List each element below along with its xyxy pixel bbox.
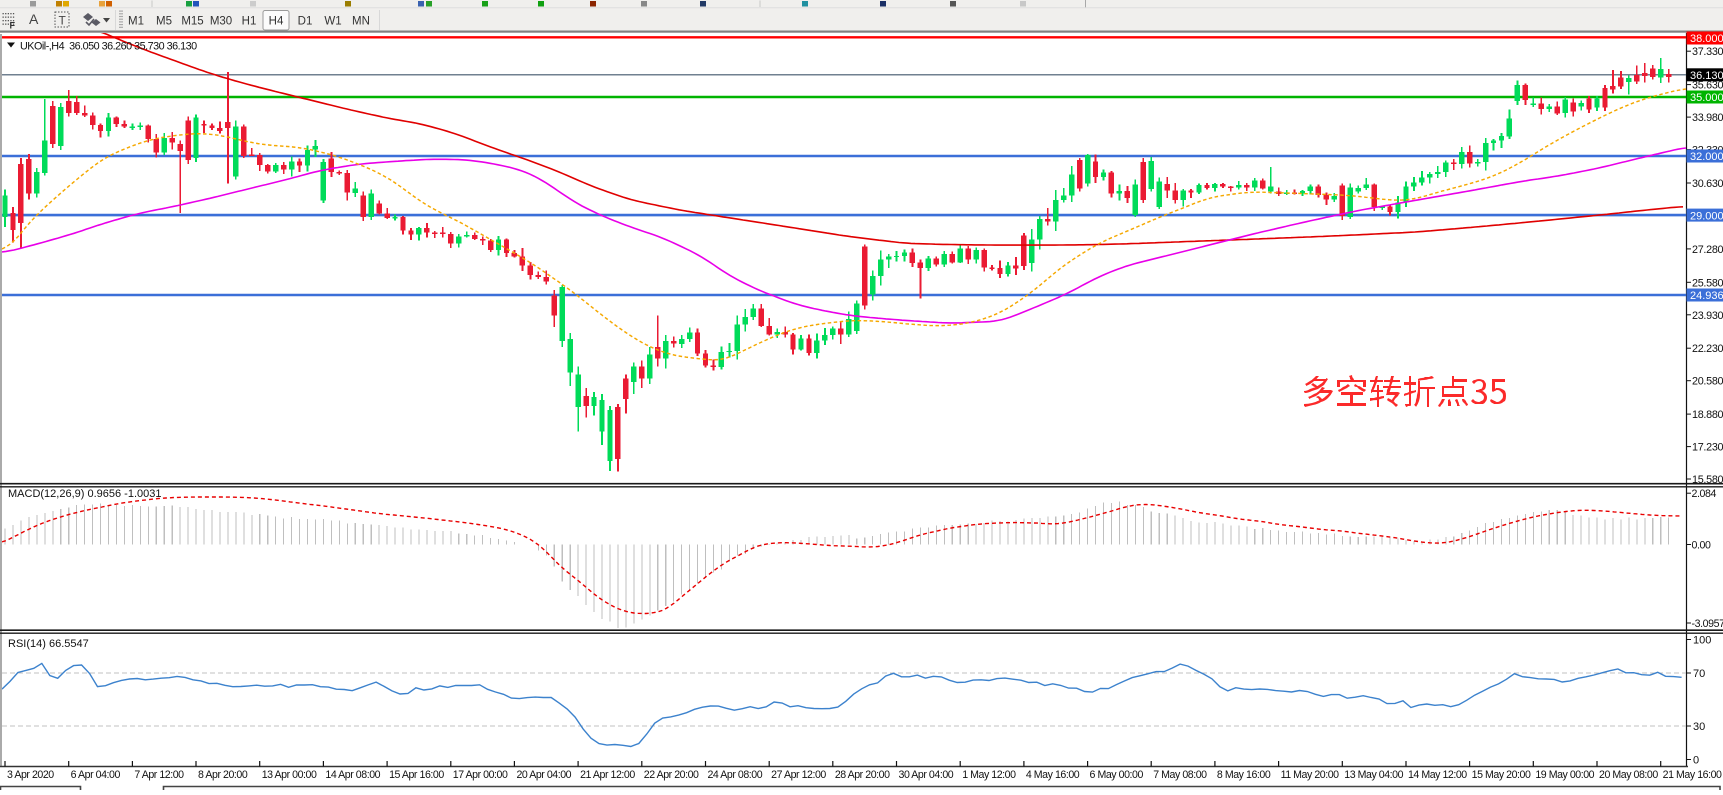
svg-text:11 May 20:00: 11 May 20:00	[1281, 769, 1340, 781]
svg-text:24 Apr 08:00: 24 Apr 08:00	[707, 769, 762, 781]
svg-text:24.936: 24.936	[1690, 290, 1723, 302]
svg-text:MN: MN	[352, 16, 370, 28]
svg-text:0: 0	[1693, 755, 1699, 767]
svg-text:17.230: 17.230	[1692, 442, 1723, 454]
svg-text:-3.0957: -3.0957	[1692, 618, 1723, 630]
svg-text:15 May 20:00: 15 May 20:00	[1472, 769, 1531, 781]
svg-text:27.280: 27.280	[1692, 244, 1723, 256]
svg-text:20.580: 20.580	[1692, 376, 1723, 388]
svg-text:70: 70	[1693, 668, 1705, 680]
svg-text:M15: M15	[181, 16, 203, 28]
svg-text:14 May 12:00: 14 May 12:00	[1408, 769, 1467, 781]
svg-text:22.230: 22.230	[1692, 343, 1723, 355]
svg-text:13 Apr 00:00: 13 Apr 00:00	[262, 769, 317, 781]
svg-text:17 Apr 00:00: 17 Apr 00:00	[453, 769, 508, 781]
svg-text:14 Apr 08:00: 14 Apr 08:00	[325, 769, 380, 781]
svg-text:22 Apr 20:00: 22 Apr 20:00	[644, 769, 699, 781]
svg-text:21 Apr 12:00: 21 Apr 12:00	[580, 769, 635, 781]
svg-text:28 Apr 20:00: 28 Apr 20:00	[835, 769, 890, 781]
svg-text:T: T	[59, 14, 67, 28]
svg-text:30.630: 30.630	[1692, 178, 1723, 190]
svg-text:37.330: 37.330	[1692, 46, 1723, 58]
svg-text:A: A	[29, 11, 39, 27]
svg-text:36.130: 36.130	[1690, 70, 1723, 82]
svg-text:1 May 12:00: 1 May 12:00	[962, 769, 1016, 781]
svg-text:23.930: 23.930	[1692, 310, 1723, 322]
svg-text:30 Apr 04:00: 30 Apr 04:00	[899, 769, 954, 781]
svg-text:3 Apr 2020: 3 Apr 2020	[7, 769, 54, 781]
svg-text:M1: M1	[128, 16, 144, 28]
svg-text:32.000: 32.000	[1690, 151, 1723, 163]
svg-text:UKOil-,H4 36.050 36.260 35.73: UKOil-,H4 36.050 36.260 35.730 36.130	[20, 41, 197, 53]
svg-text:H1: H1	[242, 16, 257, 28]
svg-text:18.880: 18.880	[1692, 409, 1723, 421]
svg-text:MACD(12,26,9) 0.9656 -1.0031: MACD(12,26,9) 0.9656 -1.0031	[8, 488, 161, 500]
svg-text:2.084: 2.084	[1692, 488, 1717, 500]
svg-text:8 May 16:00: 8 May 16:00	[1217, 769, 1271, 781]
svg-text:7 May 08:00: 7 May 08:00	[1153, 769, 1207, 781]
svg-text:M30: M30	[210, 16, 232, 28]
svg-text:15 Apr 16:00: 15 Apr 16:00	[389, 769, 444, 781]
svg-text:21 May 16:00: 21 May 16:00	[1663, 769, 1722, 781]
svg-text:15.580: 15.580	[1692, 474, 1723, 486]
svg-text:D1: D1	[298, 16, 313, 28]
svg-text:F: F	[10, 21, 16, 31]
svg-text:20 May 08:00: 20 May 08:00	[1599, 769, 1658, 781]
svg-text:29.000: 29.000	[1690, 210, 1723, 222]
svg-text:M5: M5	[156, 16, 172, 28]
svg-text:25.580: 25.580	[1692, 277, 1723, 289]
svg-text:33.980: 33.980	[1692, 112, 1723, 124]
svg-text:0.00: 0.00	[1692, 540, 1712, 552]
svg-text:W1: W1	[324, 16, 341, 28]
svg-text:7 Apr 12:00: 7 Apr 12:00	[134, 769, 184, 781]
svg-text:30: 30	[1693, 721, 1705, 733]
svg-text:H4: H4	[269, 16, 284, 28]
svg-text:35.000: 35.000	[1690, 92, 1723, 104]
svg-text:13 May 04:00: 13 May 04:00	[1344, 769, 1403, 781]
svg-text:6 Apr 04:00: 6 Apr 04:00	[71, 769, 121, 781]
svg-text:20 Apr 04:00: 20 Apr 04:00	[516, 769, 571, 781]
svg-text:27 Apr 12:00: 27 Apr 12:00	[771, 769, 826, 781]
svg-text:RSI(14) 66.5547: RSI(14) 66.5547	[8, 638, 89, 650]
svg-text:19 May 00:00: 19 May 00:00	[1535, 769, 1594, 781]
svg-text:4 May 16:00: 4 May 16:00	[1026, 769, 1080, 781]
svg-text:100: 100	[1693, 635, 1711, 647]
svg-text:6 May 00:00: 6 May 00:00	[1090, 769, 1144, 781]
svg-text:8 Apr 20:00: 8 Apr 20:00	[198, 769, 248, 781]
svg-text:38.000: 38.000	[1690, 33, 1723, 45]
